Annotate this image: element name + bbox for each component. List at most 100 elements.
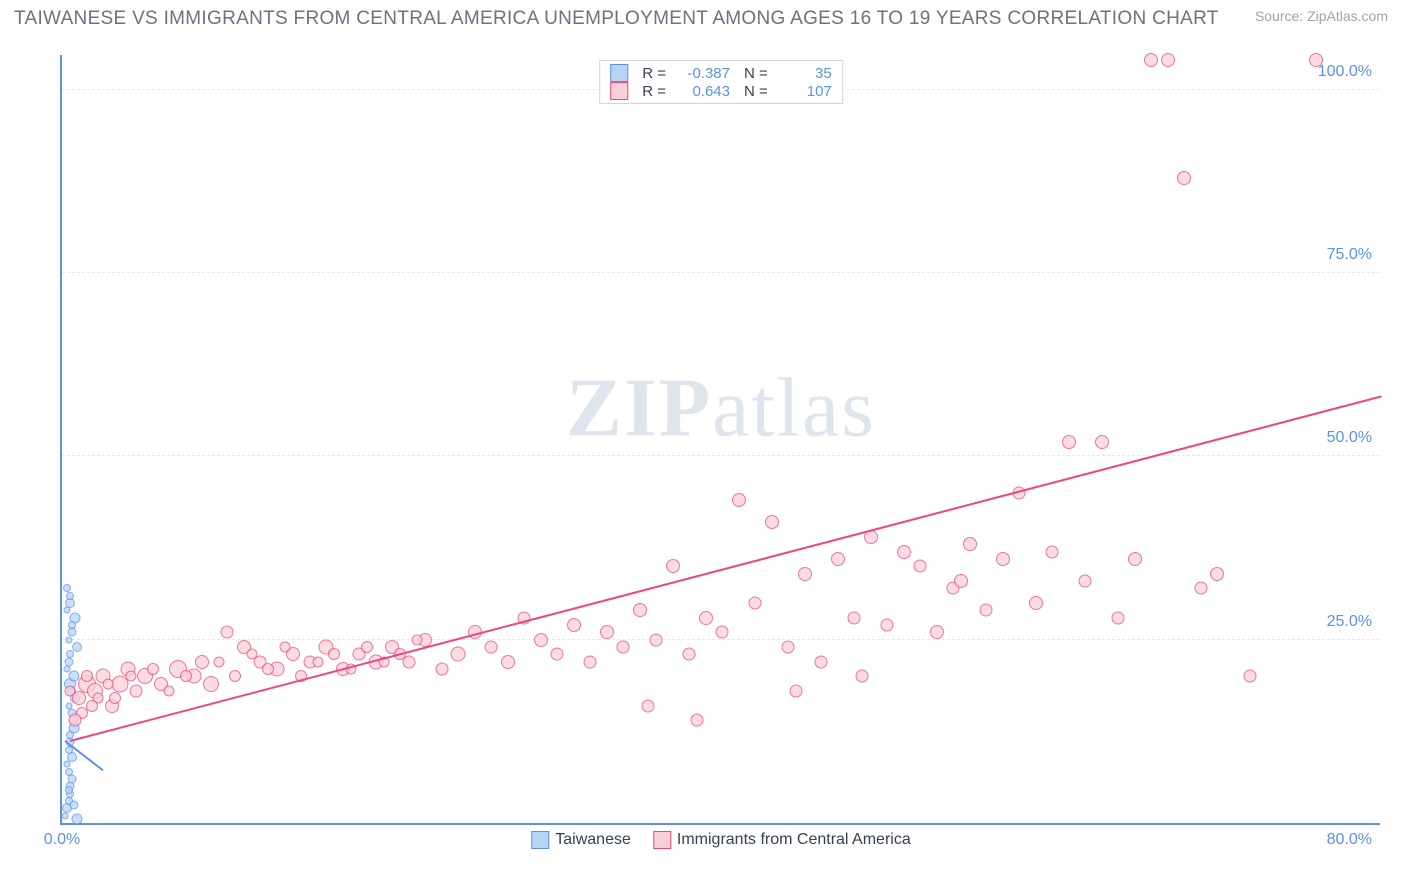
scatter-point-central-america <box>1244 670 1257 683</box>
scatter-point-central-america <box>312 656 323 667</box>
scatter-point-central-america <box>641 699 654 712</box>
scatter-point-central-america <box>716 626 729 639</box>
scatter-point-central-america <box>164 686 175 697</box>
scatter-point-central-america <box>1194 582 1207 595</box>
scatter-point-taiwanese <box>71 814 82 825</box>
y-tick-label: 25.0% <box>1327 613 1372 631</box>
scatter-point-central-america <box>262 663 274 675</box>
scatter-point-central-america <box>699 611 713 625</box>
scatter-point-central-america <box>765 515 779 529</box>
scatter-point-taiwanese <box>66 650 74 658</box>
scatter-point-central-america <box>501 655 515 669</box>
scatter-point-central-america <box>69 714 82 727</box>
scatter-point-central-america <box>996 552 1010 566</box>
scatter-point-central-america <box>856 670 869 683</box>
scatter-point-central-america <box>881 619 894 632</box>
scatter-point-central-america <box>930 625 944 639</box>
legend-label-central-america: Immigrants from Central America <box>677 831 911 849</box>
scatter-point-central-america <box>567 618 581 632</box>
scatter-point-central-america <box>650 633 663 646</box>
legend-swatch-central-america <box>653 831 671 849</box>
scatter-point-central-america <box>1210 567 1224 581</box>
scatter-point-central-america <box>130 685 143 698</box>
legend-label-taiwanese: Taiwanese <box>555 831 631 849</box>
chart-container: TAIWANESE VS IMMIGRANTS FROM CENTRAL AME… <box>0 0 1406 892</box>
scatter-point-central-america <box>195 655 209 669</box>
scatter-point-central-america <box>103 678 114 689</box>
scatter-point-central-america <box>1112 611 1125 624</box>
scatter-point-central-america <box>1062 435 1076 449</box>
scatter-point-central-america <box>798 567 812 581</box>
scatter-point-central-america <box>683 648 696 661</box>
scatter-point-central-america <box>749 597 762 610</box>
scatter-point-central-america <box>1079 575 1092 588</box>
scatter-point-central-america <box>451 647 466 662</box>
scatter-point-central-america <box>1029 596 1043 610</box>
scatter-point-central-america <box>831 552 845 566</box>
gridline <box>62 272 1380 273</box>
y-tick-label: 50.0% <box>1327 429 1372 447</box>
scatter-point-central-america <box>1144 53 1158 67</box>
scatter-point-central-america <box>65 686 76 697</box>
swatch-central-america <box>610 82 628 100</box>
scatter-point-central-america <box>435 663 448 676</box>
legend-row-taiwanese: R = -0.387 N = 35 <box>610 64 832 82</box>
scatter-point-central-america <box>848 611 861 624</box>
x-tick-label: 0.0% <box>44 831 80 849</box>
scatter-point-central-america <box>221 626 234 639</box>
scatter-point-central-america <box>534 633 548 647</box>
correlation-legend: R = -0.387 N = 35 R = 0.643 N = 107 <box>599 60 843 104</box>
scatter-point-central-america <box>279 642 290 653</box>
scatter-point-central-america <box>1128 552 1142 566</box>
scatter-point-central-america <box>1309 53 1323 67</box>
scatter-point-taiwanese <box>65 636 72 643</box>
scatter-point-central-america <box>361 641 373 653</box>
scatter-point-central-america <box>963 537 977 551</box>
scatter-point-central-america <box>617 641 630 654</box>
scatter-point-central-america <box>86 700 98 712</box>
scatter-point-central-america <box>584 655 597 668</box>
scatter-point-taiwanese <box>72 642 82 652</box>
chart-title: TAIWANESE VS IMMIGRANTS FROM CENTRAL AME… <box>14 8 1219 30</box>
header: TAIWANESE VS IMMIGRANTS FROM CENTRAL AME… <box>0 0 1406 34</box>
n-value-central-america: 107 <box>782 83 832 100</box>
scatter-point-central-america <box>180 670 192 682</box>
legend-swatch-taiwanese <box>531 831 549 849</box>
scatter-point-central-america <box>1161 53 1175 67</box>
y-tick-label: 75.0% <box>1327 246 1372 264</box>
scatter-point-taiwanese <box>63 761 70 768</box>
scatter-point-central-america <box>203 676 219 692</box>
scatter-point-central-america <box>1046 545 1059 558</box>
watermark: ZIPatlas <box>566 360 876 457</box>
scatter-point-central-america <box>213 656 224 667</box>
scatter-point-taiwanese <box>66 731 74 739</box>
scatter-point-central-america <box>732 493 746 507</box>
scatter-point-central-america <box>126 671 137 682</box>
scatter-point-central-america <box>1095 435 1109 449</box>
scatter-point-central-america <box>551 648 564 661</box>
scatter-point-taiwanese <box>68 621 76 629</box>
scatter-point-central-america <box>691 714 704 727</box>
scatter-point-taiwanese <box>65 786 73 794</box>
scatter-point-taiwanese <box>62 812 69 819</box>
scatter-point-central-america <box>782 641 795 654</box>
gridline <box>62 455 1380 456</box>
scatter-point-central-america <box>109 692 121 704</box>
scatter-point-taiwanese <box>69 800 78 809</box>
scatter-point-central-america <box>1177 171 1191 185</box>
n-value-taiwanese: 35 <box>782 65 832 82</box>
chart-area: Unemployment Among Ages 16 to 19 years Z… <box>30 45 1390 845</box>
source-label: Source: ZipAtlas.com <box>1255 8 1388 24</box>
x-tick-label: 80.0% <box>1327 831 1372 849</box>
scatter-point-central-america <box>815 655 828 668</box>
series-legend: Taiwanese Immigrants from Central Americ… <box>523 831 918 849</box>
scatter-point-central-america <box>633 603 647 617</box>
scatter-point-central-america <box>81 670 93 682</box>
legend-row-central-america: R = 0.643 N = 107 <box>610 82 832 100</box>
scatter-point-central-america <box>790 685 803 698</box>
r-value-central-america: 0.643 <box>680 83 730 100</box>
scatter-point-central-america <box>666 559 680 573</box>
scatter-point-central-america <box>229 670 241 682</box>
r-value-taiwanese: -0.387 <box>680 65 730 82</box>
y-tick-label: 100.0% <box>1318 63 1372 81</box>
